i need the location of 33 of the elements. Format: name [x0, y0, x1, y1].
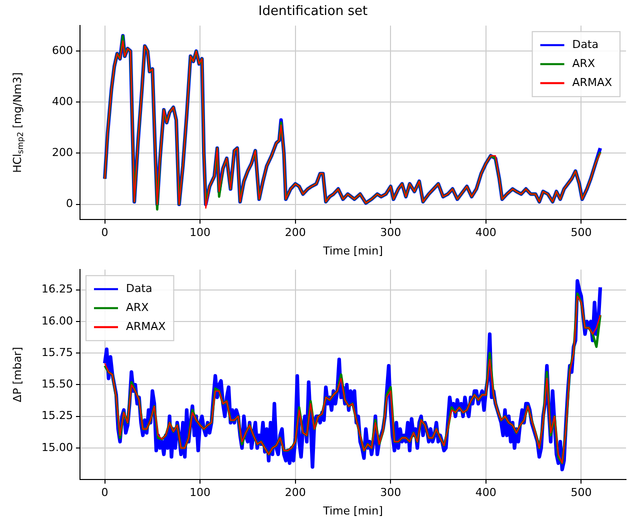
x-tick-label: 500 — [570, 486, 592, 500]
legend-label: ARX — [572, 56, 596, 70]
x-tick-label: 300 — [380, 226, 402, 240]
legend-label: ARX — [126, 300, 150, 314]
x-axis-title: Time [min] — [322, 244, 383, 258]
legend-label: Data — [126, 282, 152, 295]
y-tick-label: 200 — [52, 146, 73, 160]
x-tick-label: 200 — [284, 226, 306, 240]
x-tick-label: 0 — [101, 226, 108, 240]
x-tick-label: 400 — [475, 486, 496, 500]
y-tick-label: 0 — [66, 197, 73, 210]
y-tick-label: 15.25 — [42, 409, 73, 422]
legend-label: Data — [572, 38, 599, 51]
chart-title: Identification set — [258, 4, 368, 20]
y-tick-label: 16.25 — [42, 282, 73, 296]
legend-label: ARMAX — [126, 320, 166, 333]
y-tick-label: 15.50 — [42, 378, 73, 391]
x-tick-label: 0 — [101, 486, 108, 500]
y-tick-label: 400 — [52, 95, 73, 108]
x-tick-label: 400 — [475, 226, 496, 240]
x-tick-label: 500 — [570, 226, 592, 240]
y-tick-label: 16.00 — [42, 314, 73, 328]
x-axis-title: Time [min] — [322, 504, 383, 518]
x-tick-label: 100 — [190, 226, 211, 240]
x-tick-label: 100 — [190, 486, 211, 500]
y-axis-title: HClsmp2 [mg/Nm3] — [10, 72, 26, 173]
y-tick-label: 600 — [52, 44, 73, 57]
y-tick-label: 15.00 — [42, 440, 73, 454]
x-tick-label: 300 — [380, 486, 402, 500]
x-tick-label: 200 — [284, 486, 306, 500]
legend-label: ARMAX — [572, 76, 612, 89]
y-axis-title: ΔP [mbar] — [10, 346, 24, 402]
y-tick-label: 15.75 — [42, 346, 73, 359]
